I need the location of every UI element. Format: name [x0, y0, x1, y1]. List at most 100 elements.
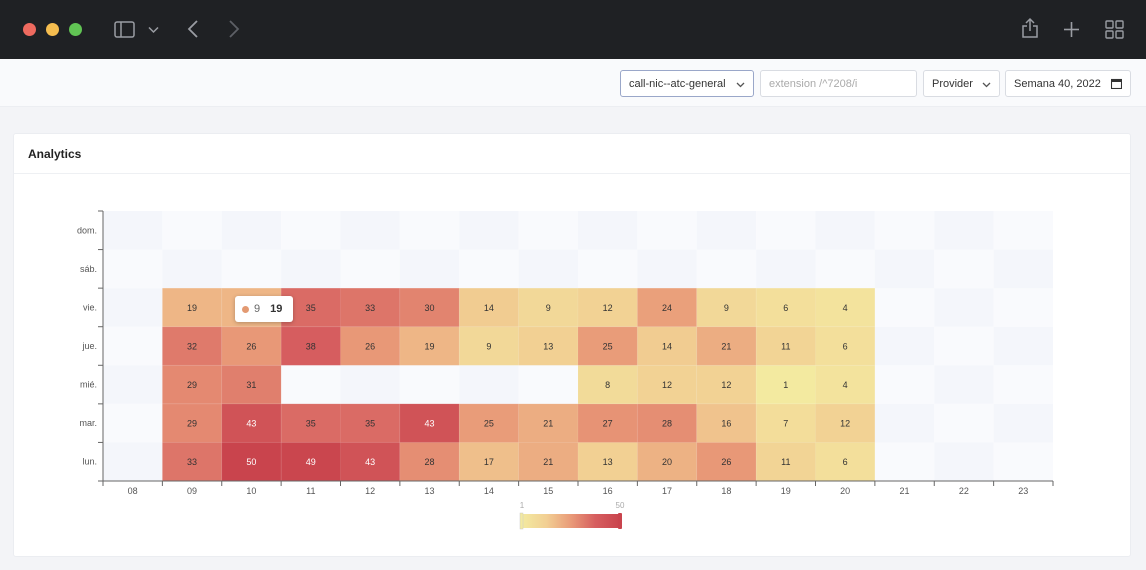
heatmap-bg-cell [103, 442, 163, 481]
heatmap-cell-label: 14 [662, 342, 672, 352]
heatmap-cell-label: 12 [721, 380, 731, 390]
share-icon[interactable] [1021, 17, 1039, 39]
heatmap-bg-cell [281, 365, 341, 404]
heatmap-cell-label: 21 [543, 457, 553, 467]
chevron-down-icon[interactable] [148, 26, 159, 34]
heatmap-bg-cell [934, 249, 994, 289]
heatmap-cell-label: 28 [662, 419, 672, 429]
heatmap-cell [696, 403, 757, 443]
heatmap-bg-cell [221, 249, 282, 289]
queue-select[interactable]: call-nic--atc-general [620, 70, 754, 97]
heatmap-bg-cell [103, 249, 163, 289]
heatmap-cell-label: 16 [721, 419, 731, 429]
heatmap-bg-cell [874, 403, 935, 443]
heatmap-cell [815, 326, 876, 366]
heatmap-bg-cell [103, 403, 163, 443]
heatmap-bg-cell [934, 365, 994, 404]
heatmap-cell-label: 9 [546, 303, 551, 313]
heatmap-cell-label: 35 [306, 303, 316, 313]
x-axis-tick-label: 17 [662, 486, 672, 496]
heatmap-cell-label: 43 [246, 419, 256, 429]
heatmap-bg-cell [993, 365, 1053, 404]
heatmap-cell-label: 12 [603, 303, 613, 313]
plus-icon[interactable] [1063, 21, 1080, 38]
x-axis-tick-label: 09 [187, 486, 197, 496]
tooltip-marker [242, 305, 249, 313]
tab-overview-icon[interactable] [1105, 20, 1124, 39]
heatmap-cell [340, 441, 401, 482]
heatmap-bg-cell [874, 211, 935, 250]
heatmap-bg-cell [815, 249, 875, 289]
y-axis-tick-label: dom. [77, 225, 97, 235]
heatmap-bg-cell [815, 211, 875, 250]
y-axis-tick-label: lun. [82, 457, 97, 467]
heatmap-cell-label: 4 [843, 303, 848, 313]
provider-select[interactable]: Provider [923, 70, 1000, 97]
x-axis-tick-label: 11 [306, 486, 315, 496]
x-axis-tick-label: 08 [128, 486, 138, 496]
x-axis-tick-label: 13 [425, 486, 435, 496]
heatmap-cell [221, 326, 282, 366]
y-axis-tick-label: vie. [83, 302, 97, 312]
y-axis-tick-label: mié. [80, 380, 97, 390]
heatmap-cell [399, 326, 460, 366]
heatmap-bg-cell [993, 442, 1053, 481]
window-titlebar [0, 0, 1146, 59]
y-axis-tick-label: mar. [79, 418, 97, 428]
heatmap-bg-cell [756, 211, 816, 250]
calendar-icon[interactable] [1110, 78, 1123, 92]
heatmap-cell [458, 287, 520, 328]
heatmap-cell-label: 19 [187, 303, 197, 313]
heatmap-cell [755, 287, 816, 328]
heatmap-bg-cell [934, 403, 994, 443]
heatmap-cell-label: 17 [484, 457, 494, 467]
heatmap-cell-label: 12 [840, 419, 850, 429]
sidebar-toggle-icon[interactable] [114, 21, 135, 38]
heatmap-bg-cell [874, 288, 935, 327]
heatmap-cell-label: 29 [187, 380, 197, 390]
tooltip-value: 19 [270, 303, 283, 315]
heatmap-bg-cell [874, 365, 935, 404]
x-axis-tick-label: 20 [840, 486, 850, 496]
card-title: Analytics [14, 134, 1130, 174]
heatmap-cell-label: 21 [543, 419, 553, 429]
heatmap-cell-label: 14 [484, 303, 494, 313]
x-axis-tick-label: 12 [365, 486, 375, 496]
heatmap-cell-label: 38 [306, 342, 316, 352]
week-input[interactable]: Semana 40, 2022 [1005, 70, 1131, 97]
heatmap-cell [518, 287, 579, 328]
heatmap-cell-label: 29 [187, 419, 197, 429]
heatmap-bg-cell [696, 249, 757, 289]
heatmap-cell-label: 33 [187, 457, 197, 467]
heatmap-cell [458, 326, 520, 366]
heatmap-cell-label: 19 [425, 342, 435, 352]
forward-arrow-icon[interactable] [228, 20, 240, 38]
heatmap-bg-cell [103, 326, 163, 366]
close-window-button[interactable] [23, 23, 36, 36]
heatmap-bg-cell [934, 442, 994, 481]
heatmap-cell [755, 403, 816, 443]
heatmap-cell-label: 24 [662, 303, 672, 313]
heatmap-cell-label: 32 [187, 342, 197, 352]
heatmap-cell-label: 11 [781, 457, 790, 467]
heatmap-bg-cell [578, 249, 638, 289]
heatmap-bg-cell [340, 249, 400, 289]
back-arrow-icon[interactable] [187, 20, 199, 38]
heatmap-bg-cell [399, 211, 460, 250]
extension-filter-input[interactable]: extension /^7208/i [760, 70, 917, 97]
heatmap-cell-label: 35 [365, 419, 375, 429]
heatmap-bg-cell [340, 365, 400, 404]
heatmap-bg-cell [993, 403, 1053, 443]
visual-map-bar [522, 514, 620, 528]
heatmap-bg-cell [934, 288, 994, 327]
maximize-window-button[interactable] [69, 23, 82, 36]
heatmap-cell [815, 403, 876, 443]
x-axis-tick-label: 18 [721, 486, 731, 496]
minimize-window-button[interactable] [46, 23, 59, 36]
y-axis-tick-label: jue. [81, 341, 97, 351]
heatmap-cell-label: 4 [843, 380, 848, 390]
heatmap-cell-label: 6 [783, 303, 788, 313]
heatmap-cell [696, 287, 757, 328]
visual-map-max-label: 50 [616, 501, 625, 510]
